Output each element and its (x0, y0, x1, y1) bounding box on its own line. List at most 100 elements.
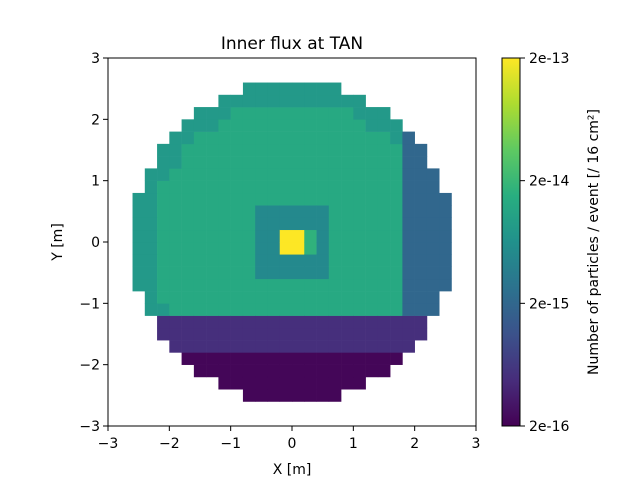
heatmap-cell (279, 340, 293, 353)
heatmap-cell (328, 143, 342, 157)
heatmap-cell (304, 94, 317, 108)
heatmap-cell (255, 327, 268, 341)
heatmap-cell (193, 340, 207, 353)
heatmap-cell (341, 168, 354, 181)
heatmap-cell (279, 364, 293, 378)
heatmap-cell (328, 352, 342, 365)
heatmap-cell (353, 364, 366, 378)
heatmap-cell (341, 242, 354, 255)
heatmap-cell (267, 291, 281, 304)
y-tick-label: −1 (79, 296, 100, 312)
heatmap-cell (341, 131, 354, 145)
colorbar-tick-label: 2e-16 (529, 419, 569, 435)
heatmap-cell (255, 131, 268, 145)
heatmap-cell (255, 376, 268, 390)
heatmap-cell (144, 217, 158, 231)
heatmap-cell (193, 192, 207, 206)
heatmap-cell (341, 143, 354, 157)
heatmap-cell (328, 131, 342, 145)
heatmap-cell (414, 278, 428, 292)
heatmap-cell (365, 303, 379, 316)
heatmap-cell (218, 131, 231, 145)
heatmap-cell (230, 156, 244, 169)
heatmap-cell (255, 192, 268, 206)
colorbar-tick-label: 2e-13 (529, 51, 569, 67)
heatmap-cell (206, 143, 219, 157)
heatmap-cell (242, 364, 256, 378)
heatmap-cell (157, 168, 170, 181)
heatmap-cell (279, 94, 293, 108)
heatmap-cell (193, 229, 207, 243)
heatmap-cell (242, 327, 256, 341)
heatmap-cell (242, 119, 256, 132)
heatmap-cell (255, 242, 268, 255)
heatmap-cell (144, 180, 158, 194)
heatmap-cell (230, 266, 244, 280)
heatmap-cell (304, 327, 317, 341)
heatmap-cell (328, 254, 342, 267)
heatmap-cell (255, 94, 268, 108)
heatmap-cell (255, 352, 268, 365)
heatmap-cell (426, 278, 440, 292)
heatmap-cell (181, 192, 195, 206)
heatmap-cell (230, 205, 244, 218)
heatmap-cell (316, 315, 330, 329)
heatmap-cell (365, 229, 379, 243)
heatmap-cell (328, 229, 342, 243)
heatmap-cell (292, 192, 305, 206)
heatmap-cell (353, 303, 366, 316)
heatmap-cell (279, 291, 293, 304)
heatmap-cell (218, 278, 231, 292)
heatmap-cell (242, 242, 256, 255)
heatmap-cell (377, 131, 391, 145)
heatmap-cell (377, 119, 391, 132)
heatmap-cell (377, 229, 391, 243)
heatmap-cell (402, 340, 415, 353)
heatmap-cell (218, 254, 231, 267)
heatmap-cell (169, 242, 182, 255)
heatmap-cell (206, 217, 219, 231)
heatmap-cell (255, 180, 268, 194)
heatmap-cell (169, 192, 182, 206)
heatmap-cell (341, 180, 354, 194)
heatmap-cell (132, 266, 146, 280)
heatmap-cell (242, 340, 256, 353)
heatmap-cell (193, 364, 207, 378)
heatmap-cell (255, 340, 268, 353)
heatmap-cell (206, 352, 219, 365)
heatmap-cell (377, 266, 391, 280)
heatmap-cell (193, 205, 207, 218)
heatmap-cell (230, 376, 244, 390)
heatmap-cell (377, 340, 391, 353)
heatmap-cell (353, 242, 366, 255)
heatmap-cell (193, 242, 207, 255)
heatmap-cell (316, 82, 330, 96)
heatmap-cell (193, 291, 207, 304)
heatmap-cell (206, 303, 219, 316)
heatmap-cell (316, 389, 330, 402)
heatmap-cell (218, 119, 231, 132)
heatmap-cell (157, 327, 170, 341)
heatmap-cell (426, 217, 440, 231)
heatmap-cell (292, 303, 305, 316)
heatmap-cell (341, 376, 354, 390)
heatmap-cell (279, 217, 293, 231)
y-tick-label: 3 (91, 51, 100, 67)
heatmap-cell (193, 303, 207, 316)
heatmap-cell (169, 131, 182, 145)
heatmap-cell (414, 229, 428, 243)
heatmap-cell (132, 229, 146, 243)
heatmap-cell (181, 303, 195, 316)
y-tick-label: −3 (79, 419, 100, 435)
heatmap-cell (218, 94, 231, 108)
heatmap-cell (157, 205, 170, 218)
heatmap-cell (414, 143, 428, 157)
x-tick-label: 2 (410, 436, 419, 452)
heatmap-cell (328, 119, 342, 132)
heatmap-cell (328, 82, 342, 96)
heatmap-cell (292, 131, 305, 145)
heatmap-cell (316, 131, 330, 145)
heatmap-cell (181, 254, 195, 267)
heatmap-cell (365, 217, 379, 231)
heatmap-cell (230, 94, 244, 108)
